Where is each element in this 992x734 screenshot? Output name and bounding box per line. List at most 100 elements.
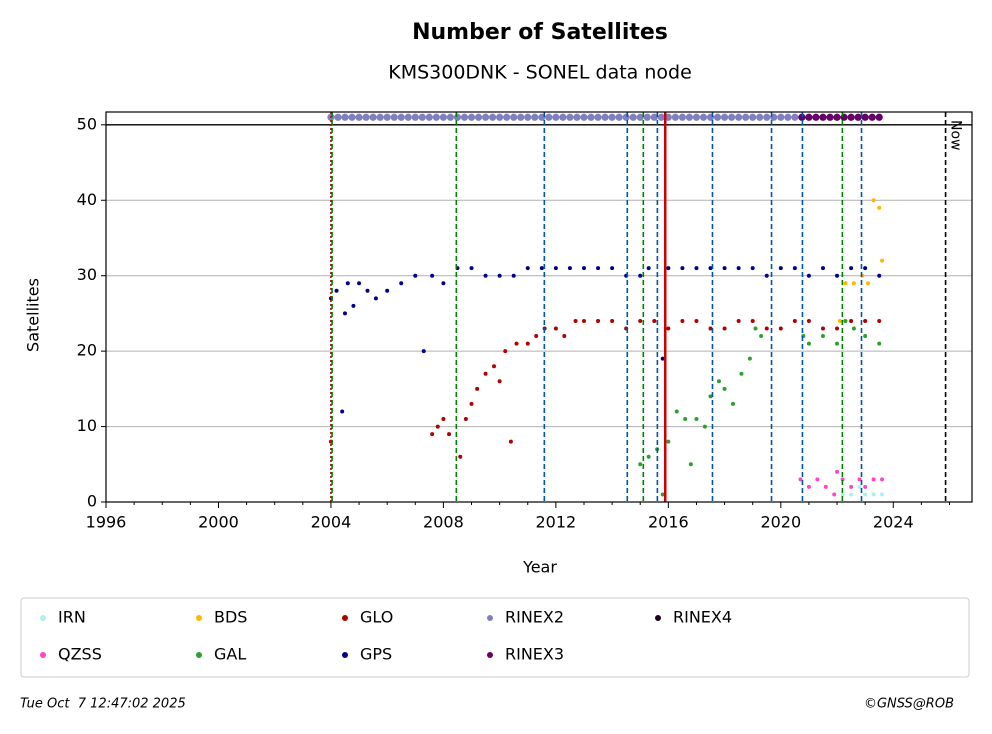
data-point [764,326,769,331]
data-point [421,349,426,354]
data-point [369,113,377,121]
data-point [622,113,630,121]
data-point [446,113,455,121]
data-point [792,266,797,271]
data-point [868,113,876,121]
data-point [880,492,885,497]
data-point [496,113,504,121]
data-point [857,484,862,489]
data-point [736,318,741,323]
data-point [671,113,679,121]
x-tick-label: 2016 [648,513,689,532]
data-point [596,318,601,323]
data-point [702,424,707,429]
x-tick-label: 2008 [423,513,464,532]
data-point [849,484,854,489]
x-tick-label: 2004 [311,513,352,532]
data-point [390,113,398,121]
data-point [739,371,744,376]
data-point [567,266,572,271]
data-point [348,113,356,121]
legend-marker [196,615,202,621]
data-point [877,341,882,346]
y-tick-label: 20 [77,341,97,360]
data-point [657,113,665,121]
footer-credit: ©GNSS@ROB [864,697,954,712]
data-point [467,113,476,121]
data-point [750,318,755,323]
data-point [849,492,854,497]
legend-marker [342,615,348,621]
data-point [503,113,511,121]
data-point [430,273,435,278]
chart-title: Number of Satellites [412,20,668,45]
data-point [694,266,699,271]
data-point [694,318,699,323]
data-point [469,401,474,406]
data-point [475,386,480,391]
data-point [601,113,609,121]
data-point [497,379,502,384]
data-point [638,273,643,278]
data-point [594,113,602,121]
data-point [441,281,446,286]
data-point [861,113,869,121]
data-point [650,113,658,121]
data-point [685,113,694,121]
data-point [820,326,825,331]
data-point [849,318,854,323]
data-point [508,439,513,444]
legend-marker [40,652,46,658]
data-point [646,266,651,271]
data-point [357,281,362,286]
data-point [692,113,701,121]
data-point [791,113,799,121]
data-point [638,462,643,467]
data-point [763,113,771,121]
data-point [863,334,868,339]
data-point [688,462,693,467]
plot-frame [105,111,973,503]
data-point [534,334,539,339]
data-point [806,484,811,489]
data-point [806,341,811,346]
y-tick-label: 10 [77,416,97,435]
data-point [835,326,840,331]
data-point [334,288,339,293]
data-point [680,318,685,323]
data-point [806,273,811,278]
data-point [731,401,736,406]
data-point [413,273,418,278]
data-point [871,198,876,203]
data-point [646,454,651,459]
legend-label: GAL [214,645,246,664]
data-point [660,356,665,361]
data-point [425,113,433,121]
data-point [680,266,685,271]
data-point [525,266,530,271]
data-point [735,113,743,121]
data-point [341,113,349,121]
data-point [759,334,764,339]
data-point [463,417,468,422]
data-point [708,326,713,331]
data-point [340,409,345,414]
legend-marker [40,615,46,621]
data-point [840,113,848,121]
data-point [432,113,440,121]
data-point [840,492,845,497]
data-point [596,266,601,271]
data-point [439,113,448,121]
data-point [722,326,727,331]
data-point [418,113,426,121]
data-point [666,439,671,444]
data-point [453,113,462,121]
data-point [683,417,688,422]
legend-marker [196,652,202,658]
data-point [720,113,729,121]
data-point [857,477,862,482]
data-point [815,477,820,482]
data-point [435,424,440,429]
data-point [784,113,792,121]
data-point [362,113,370,121]
